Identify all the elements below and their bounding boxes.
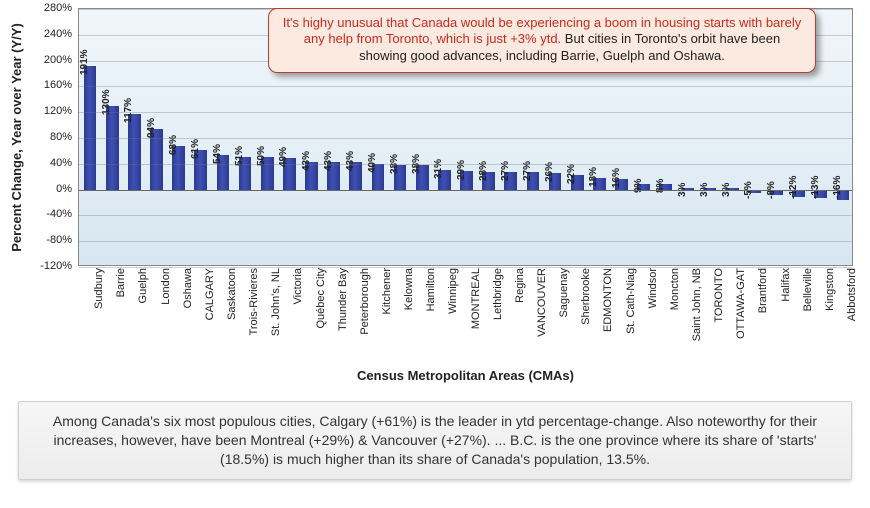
bar-value-label: 9% <box>633 178 644 192</box>
bar-value-label: 43% <box>301 151 312 171</box>
x-tick-label: Thunder Bay <box>337 268 349 362</box>
bar-value-label: 16% <box>611 168 622 188</box>
x-tick-label: Kingston <box>824 268 836 362</box>
x-tick-label: Saint John, NB <box>691 268 703 362</box>
y-tick-label: -120% <box>40 260 72 272</box>
bar-value-label: 61% <box>190 139 201 159</box>
bar-value-label: 40% <box>367 153 378 173</box>
y-tick-label: -80% <box>46 234 72 246</box>
bar-value-label: 51% <box>234 146 245 166</box>
bar-value-label: 31% <box>433 159 444 179</box>
x-tick-label: OTTAWA-GAT <box>735 268 747 362</box>
y-axis-tick-labels: -120%-80%-40%0%40%80%120%160%200%240%280… <box>0 8 74 266</box>
bar-value-label: 130% <box>101 89 112 115</box>
y-tick-label: 240% <box>44 28 72 40</box>
y-tick-label: 80% <box>50 131 72 143</box>
x-tick-label: Sudbury <box>93 268 105 362</box>
bar <box>128 114 141 189</box>
x-tick-label: TORONTO <box>713 268 725 362</box>
x-tick-label: Barrie <box>115 268 127 362</box>
chart-callout: It's highy unusual that Canada would be … <box>268 8 816 73</box>
x-tick-label: MONTREAL <box>470 268 482 362</box>
x-tick-label: Belleville <box>802 268 814 362</box>
x-tick-label: Kitchener <box>381 268 393 362</box>
x-tick-label: Kelowna <box>403 268 415 362</box>
x-tick-label: Regina <box>514 268 526 362</box>
x-tick-label: Abbotsford <box>846 268 858 362</box>
bar-value-label: 54% <box>212 144 223 164</box>
x-tick-label: Saskatoon <box>226 268 238 362</box>
x-tick-label: Lethbridge <box>492 268 504 362</box>
bar-value-label: -12% <box>788 175 799 198</box>
y-tick-label: -40% <box>46 208 72 220</box>
x-axis-title: Census Metropolitan Areas (CMAs) <box>78 368 853 383</box>
bottom-note: Among Canada's six most populous cities,… <box>18 401 852 480</box>
x-tick-label: Hamilton <box>425 268 437 362</box>
bar-value-label: 117% <box>123 98 134 123</box>
x-tick-label: Saguenay <box>558 268 570 362</box>
x-tick-label: Guelph <box>137 268 149 362</box>
y-tick-label: 160% <box>44 79 72 91</box>
x-tick-label: St. John's, NL <box>270 268 282 362</box>
y-tick-label: 0% <box>56 183 72 195</box>
bar-value-label: 18% <box>588 167 599 187</box>
x-tick-label: St. Cath-Niag <box>625 268 637 362</box>
bar <box>106 106 119 190</box>
x-tick-label: Sherbrooke <box>580 268 592 362</box>
x-tick-label: Windsor <box>647 268 659 362</box>
bar-value-label: -13% <box>810 175 821 198</box>
bar-value-label: 43% <box>323 151 334 171</box>
y-tick-label: 200% <box>44 54 72 66</box>
x-tick-label: EDMONTON <box>602 268 614 362</box>
x-tick-label: Trois-Rivieres <box>248 268 260 362</box>
bar-value-label: 94% <box>146 118 157 138</box>
x-tick-label: London <box>160 268 172 362</box>
x-tick-label: Moncton <box>669 268 681 362</box>
x-tick-label: Brantford <box>757 268 769 362</box>
y-tick-label: 280% <box>44 2 72 14</box>
x-tick-label: Peterborough <box>359 268 371 362</box>
bar-value-label: 26% <box>544 162 555 182</box>
x-tick-label: Québec City <box>315 268 327 362</box>
bar <box>84 66 97 189</box>
x-tick-label: Halifax <box>780 268 792 362</box>
y-tick-label: 120% <box>44 105 72 117</box>
x-axis-tick-labels: Sudbury Barrie Guelph London Oshawa CALGARY Sa… <box>78 268 853 363</box>
bar-value-label: 22% <box>566 164 577 184</box>
bar-value-label: 191% <box>79 50 90 76</box>
x-tick-label: Oshawa <box>182 268 194 362</box>
x-tick-label: Victoria <box>292 268 304 362</box>
x-tick-label: VANCOUVER <box>536 268 548 362</box>
bar-value-label: -16% <box>832 175 843 198</box>
bar-value-label: 43% <box>345 151 356 171</box>
x-tick-label: Winnipeg <box>447 268 459 362</box>
bar-value-label: 8% <box>655 179 666 193</box>
x-tick-label: CALGARY <box>204 268 216 362</box>
chart-container: Percent Change, Year over Year (Y/Y) -12… <box>0 0 870 395</box>
y-tick-label: 40% <box>50 157 72 169</box>
